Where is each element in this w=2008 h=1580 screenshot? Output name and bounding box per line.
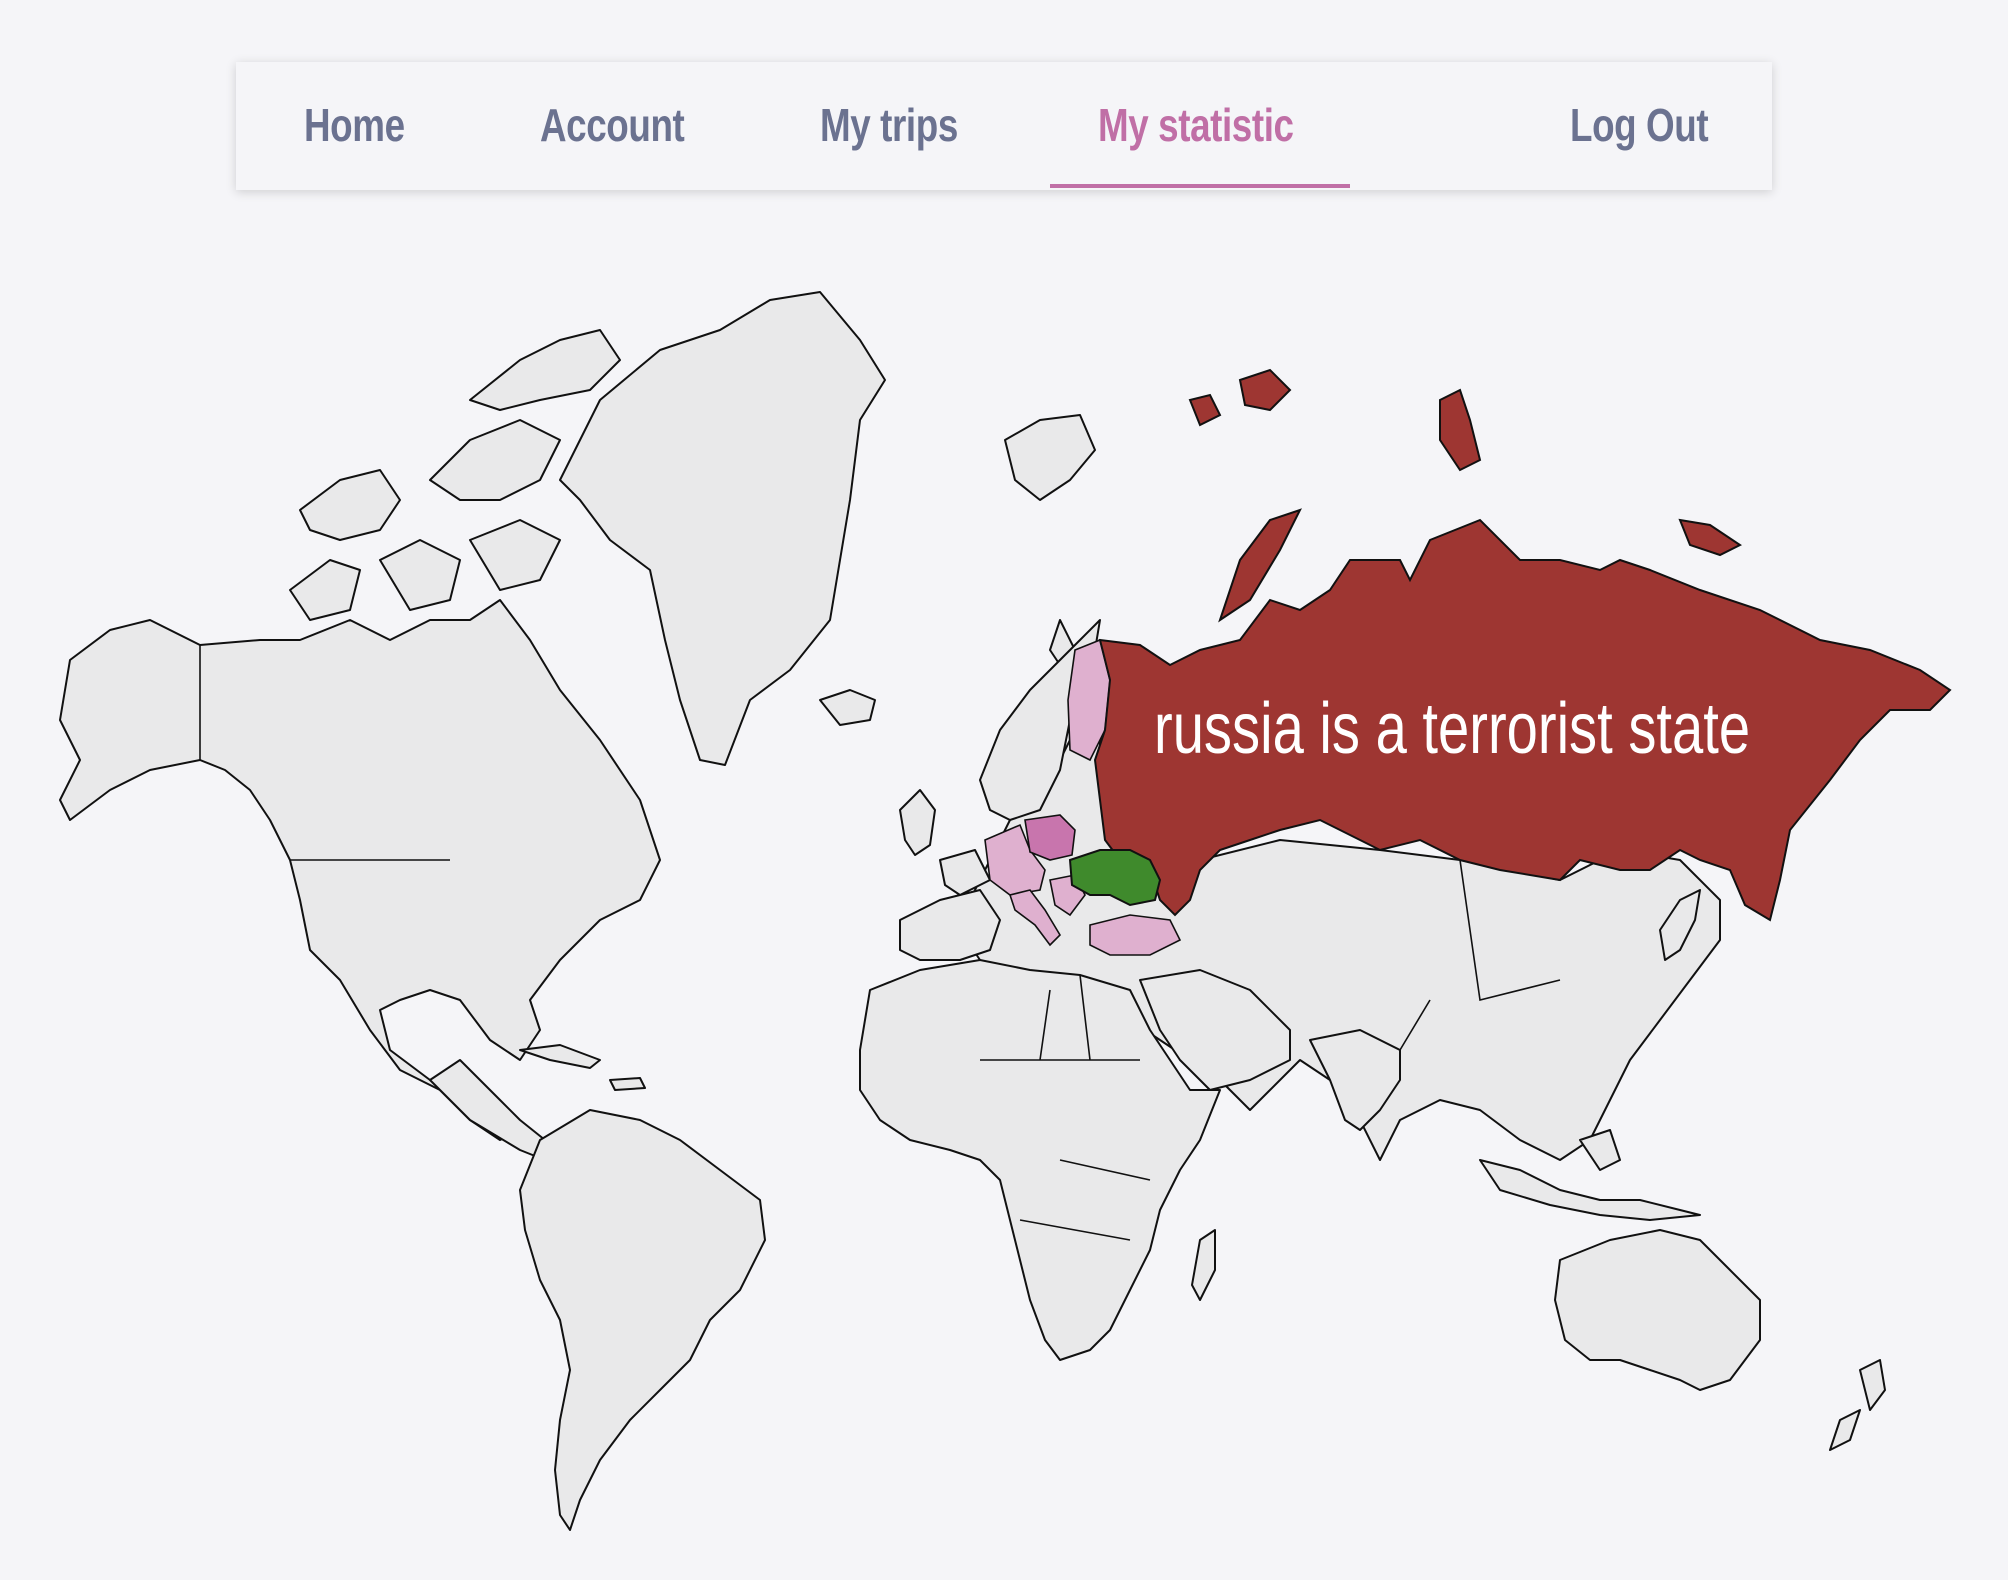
iceland[interactable] xyxy=(819,689,876,726)
world-map xyxy=(59,291,1952,1531)
svalbard[interactable] xyxy=(1004,414,1096,501)
russia[interactable] xyxy=(1093,368,1952,922)
middle-east[interactable] xyxy=(1139,969,1291,1091)
visited-central-europe[interactable] xyxy=(984,823,1046,896)
australia[interactable] xyxy=(1554,1229,1761,1391)
nav-log-out[interactable]: Log Out xyxy=(1570,99,1709,151)
nav-my-statistic[interactable]: My statistic xyxy=(1098,99,1294,151)
south-america[interactable] xyxy=(519,1109,766,1531)
nav-my-trips[interactable]: My trips xyxy=(820,99,958,151)
united-kingdom[interactable] xyxy=(899,789,936,856)
madagascar[interactable] xyxy=(1191,1229,1216,1301)
canada-islands[interactable] xyxy=(289,329,621,621)
nav-home[interactable]: Home xyxy=(304,99,405,151)
top-nav: Home Account My trips My statistic Log O… xyxy=(236,62,1772,190)
indonesia[interactable] xyxy=(1479,1129,1701,1221)
country-borders xyxy=(199,645,1561,1241)
visited-italy[interactable] xyxy=(1008,889,1062,947)
new-zealand[interactable] xyxy=(1829,1359,1886,1451)
russia-banner: russia is a terrorist state xyxy=(1154,689,1751,769)
india[interactable] xyxy=(1309,1029,1401,1131)
active-tab-underline xyxy=(1050,184,1350,188)
caribbean[interactable] xyxy=(519,1044,646,1091)
greenland[interactable] xyxy=(559,291,886,766)
ukraine[interactable] xyxy=(1068,849,1162,907)
visited-poland[interactable] xyxy=(1024,814,1076,861)
nav-account[interactable]: Account xyxy=(540,99,685,151)
japan[interactable] xyxy=(1659,889,1701,961)
visited-turkey[interactable] xyxy=(1089,914,1182,956)
north-america[interactable] xyxy=(59,599,661,1141)
western-europe[interactable] xyxy=(899,849,1001,961)
